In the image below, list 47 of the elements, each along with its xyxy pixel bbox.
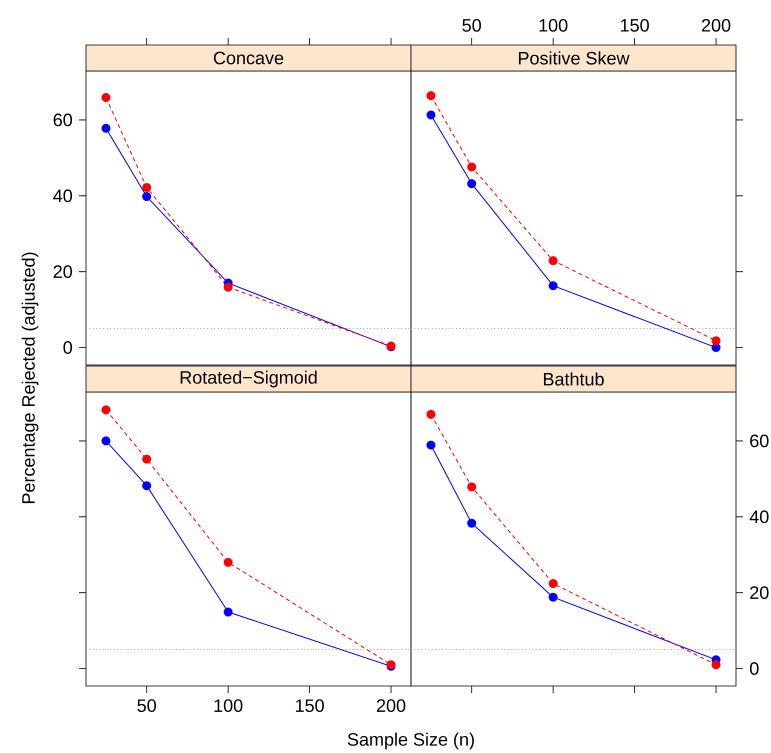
- x-tick-label: 100: [214, 699, 242, 712]
- y-axis-title: Percentage Rejected (adjusted): [22, 252, 38, 504]
- x-axis-title: Sample Size (n): [348, 732, 474, 750]
- point: [712, 336, 721, 346]
- x-tick-label: 100: [540, 18, 568, 32]
- y-tick-label: 0: [750, 662, 759, 675]
- point: [101, 124, 110, 133]
- point: [426, 91, 436, 100]
- y-tick-label: 40: [750, 510, 769, 524]
- y-tick-label: 60: [54, 114, 72, 126]
- x-tick-label: 150: [296, 699, 324, 712]
- chart-title: Positive Skew: [518, 51, 630, 65]
- point: [101, 436, 110, 446]
- point: [142, 182, 152, 192]
- point: [142, 481, 152, 490]
- x-tick-label: 150: [620, 18, 649, 32]
- point: [548, 592, 558, 602]
- point: [467, 162, 476, 172]
- point: [142, 192, 152, 202]
- point: [224, 608, 233, 617]
- x-tick-label: 200: [702, 18, 730, 32]
- point: [101, 93, 110, 102]
- point: [101, 405, 110, 414]
- chart-title: Bathtub: [544, 372, 604, 386]
- y-tick-label: 40: [53, 189, 72, 202]
- y-tick-label: 20: [54, 265, 72, 278]
- point: [426, 110, 436, 120]
- point: [548, 579, 558, 588]
- point: [467, 179, 476, 188]
- chart-title: Rotated−Sigmoid: [180, 370, 317, 388]
- x-tick-label: 200: [376, 699, 406, 712]
- point: [224, 282, 233, 292]
- point: [548, 281, 558, 290]
- point: [426, 410, 436, 419]
- y-tick-label: 0: [63, 341, 72, 354]
- point: [426, 440, 436, 450]
- point: [712, 660, 721, 670]
- chart-title: Concave: [214, 52, 284, 64]
- point: [548, 256, 558, 266]
- y-tick-label: 60: [750, 434, 769, 448]
- x-tick-label: 50: [137, 699, 156, 712]
- y-tick-label: 20: [750, 586, 769, 600]
- point: [467, 518, 476, 528]
- point: [142, 454, 152, 464]
- point: [224, 558, 233, 567]
- point: [467, 482, 476, 492]
- x-tick-label: 50: [462, 18, 481, 32]
